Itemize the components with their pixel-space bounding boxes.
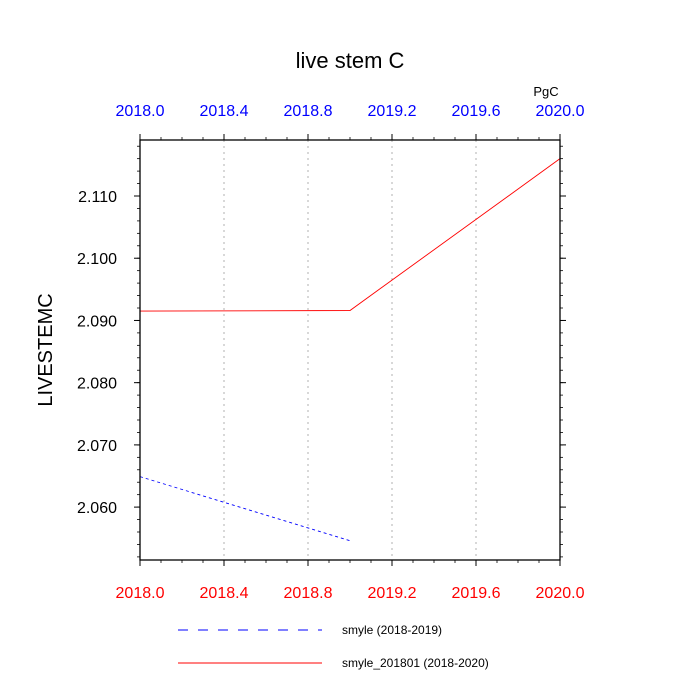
x-tick-label-bottom: 2018.0 bbox=[116, 585, 165, 602]
series-line-1 bbox=[139, 476, 351, 542]
chart-title: live stem C bbox=[296, 48, 405, 73]
x-tick-label-top: 2018.8 bbox=[284, 103, 333, 120]
x-tick-label-bottom: 2018.4 bbox=[200, 585, 249, 602]
y-tick-label: 2.110 bbox=[78, 189, 117, 206]
axis-ticks: 2018.0 2018.0 2018.4 2018.4 2018.8 2018.8 2019… bbox=[77, 103, 585, 602]
y-axis-label: LIVESTEMC bbox=[35, 293, 57, 406]
x-tick-label-bottom: 2018.8 bbox=[284, 585, 333, 602]
y-tick-label: 2.100 bbox=[77, 251, 117, 268]
x-tick-label-top: 2018.4 bbox=[200, 103, 249, 120]
y-tick-label: 2.090 bbox=[77, 313, 117, 330]
x-tick-label-bottom: 2019.2 bbox=[368, 585, 417, 602]
legend: smyle (2018-2019) smyle_201801 (2018-2020… bbox=[178, 623, 489, 670]
x-tick-label-bottom: 2019.6 bbox=[452, 585, 501, 602]
y-tick-label: 2.080 bbox=[77, 376, 117, 393]
plot-frame bbox=[139, 139, 561, 561]
x-tick-label-top: 2020.0 bbox=[536, 103, 585, 120]
x-tick-label-top: 2019.6 bbox=[452, 103, 501, 120]
grid-lines bbox=[223, 140, 477, 560]
legend-label-1: smyle (2018-2019) bbox=[342, 623, 442, 637]
y-tick-label: 2.070 bbox=[77, 438, 117, 455]
x-tick-label-bottom: 2020.0 bbox=[536, 585, 585, 602]
units-label: PgC bbox=[533, 84, 558, 99]
y-tick-label: 2.060 bbox=[77, 500, 117, 517]
x-tick-label-top: 2019.2 bbox=[368, 103, 417, 120]
series-lines bbox=[139, 158, 561, 542]
series-line-2 bbox=[139, 158, 561, 312]
x-tick-label-top: 2018.0 bbox=[116, 103, 165, 120]
legend-label-2: smyle_201801 (2018-2020) bbox=[342, 656, 489, 670]
